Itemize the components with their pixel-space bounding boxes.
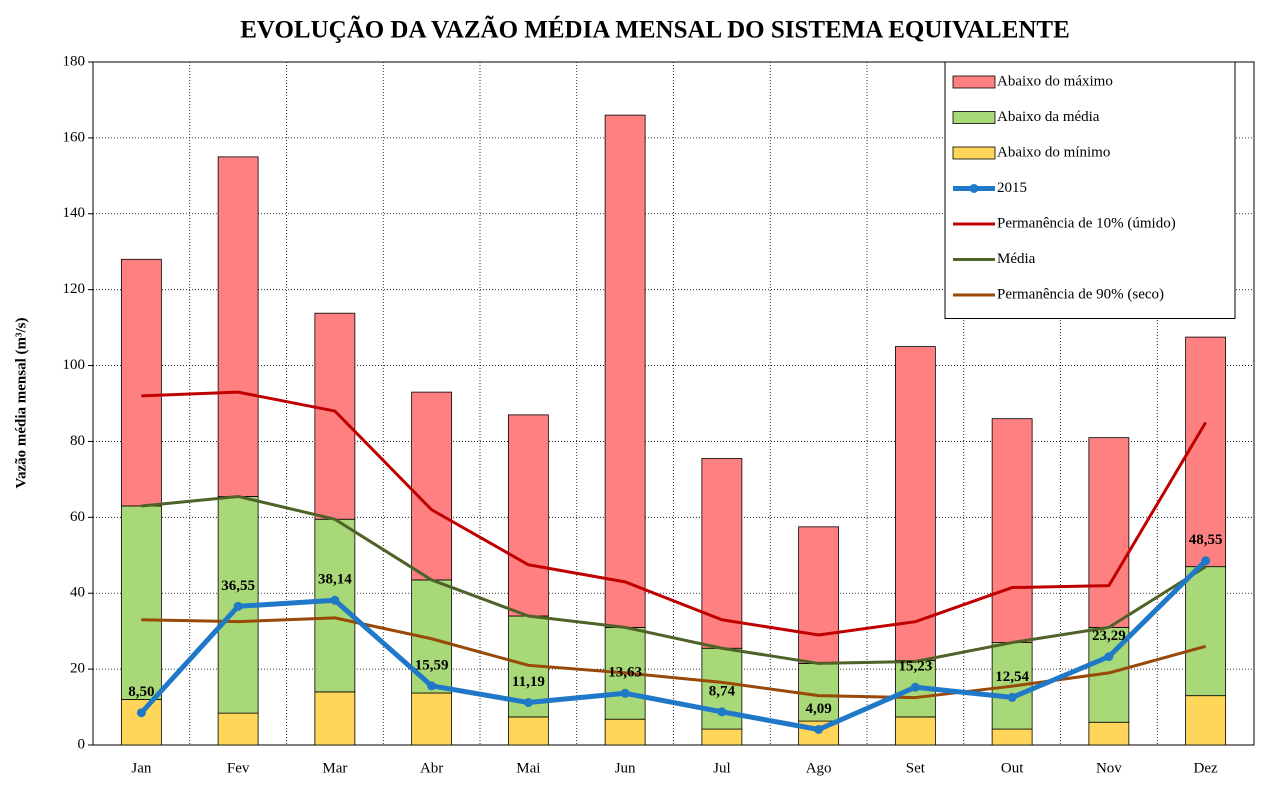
data-label: 15,23: [899, 659, 933, 675]
y-tick-label: 120: [63, 281, 86, 297]
y-tick-label: 20: [70, 661, 85, 677]
bar-segment: [894, 716, 936, 746]
x-tick-label: Jun: [615, 760, 636, 776]
line-marker: [814, 724, 824, 734]
bar-segment: [507, 716, 549, 746]
data-label: 11,19: [512, 674, 545, 690]
data-label: 4,09: [806, 701, 832, 717]
data-label: 38,14: [318, 572, 352, 588]
y-axis-label: Vazão média mensal (m³/s): [13, 317, 29, 488]
chart-title: EVOLUÇÃO DA VAZÃO MÉDIA MENSAL DO SISTEM…: [240, 16, 1070, 44]
legend-label: Permanência de 90% (seco): [997, 286, 1164, 302]
line-marker: [620, 688, 630, 698]
bar-segment: [120, 699, 162, 746]
bar-segment: [798, 526, 840, 664]
legend-label: Abaixo do máximo: [997, 73, 1113, 89]
data-label: 12,54: [995, 669, 1029, 685]
bar-segment: [217, 712, 259, 746]
bar-segment: [604, 718, 646, 746]
line-marker: [523, 698, 533, 708]
line-series: [139, 559, 1208, 732]
y-tick-label: 80: [70, 433, 85, 449]
data-label: 23,29: [1092, 628, 1126, 644]
data-label: 13,63: [608, 665, 642, 681]
data-label: 36,55: [221, 578, 255, 594]
bar-segment: [507, 414, 549, 617]
legend-marker: [969, 184, 979, 193]
bar-segment: [1185, 566, 1227, 697]
y-tick-label: 180: [63, 53, 86, 69]
line-marker: [1007, 692, 1017, 702]
x-tick-label: Out: [1001, 760, 1024, 776]
bar-segment: [411, 391, 453, 581]
x-tick-label: Jan: [131, 760, 151, 776]
legend-label: Abaixo da média: [997, 109, 1100, 125]
x-tick-label: Ago: [806, 760, 832, 776]
line-marker: [910, 682, 920, 692]
legend-swatch: [952, 111, 996, 124]
bar-segment: [701, 458, 743, 649]
data-label: 15,59: [415, 657, 449, 673]
x-tick-label: Mar: [322, 760, 347, 776]
data-label: 8,74: [709, 683, 736, 699]
y-tick-label: 100: [63, 357, 86, 373]
y-tick-label: 0: [78, 736, 86, 752]
x-tick-label: Fev: [227, 760, 250, 776]
line-series: [141, 616, 1207, 700]
y-tick-label: 40: [70, 585, 85, 601]
line-marker: [136, 708, 146, 718]
x-tick-label: Abr: [420, 760, 443, 776]
legend-label: Permanência de 10% (úmido): [997, 215, 1176, 231]
line-marker: [330, 595, 340, 605]
bar-segment: [604, 114, 646, 628]
data-label: 48,55: [1189, 532, 1223, 548]
y-tick-label: 160: [63, 129, 86, 145]
legend-swatch: [952, 146, 996, 160]
data-label: 8,50: [128, 684, 154, 700]
bar-segment: [314, 691, 356, 746]
x-tick-label: Nov: [1096, 760, 1122, 776]
legend-swatch: [952, 75, 996, 89]
bar-segment: [120, 258, 162, 507]
bar-segment: [798, 663, 840, 722]
bar-segment: [120, 505, 162, 700]
plot-border: [92, 61, 1255, 746]
line-marker: [717, 707, 727, 717]
line-series: [141, 390, 1207, 637]
bar-segment: [1088, 437, 1130, 628]
line-marker: [233, 601, 243, 611]
y-tick-label: 60: [70, 509, 85, 525]
bar-segment: [1185, 336, 1227, 568]
legend-label: Média: [997, 251, 1036, 267]
legend-label: Abaixo do mínimo: [997, 144, 1110, 160]
y-tick-label: 140: [63, 205, 86, 221]
line-marker: [1104, 652, 1114, 662]
legend-label: 2015: [997, 180, 1027, 196]
bar-segment: [991, 728, 1033, 746]
bar-segment: [991, 418, 1033, 643]
bar-segment: [894, 346, 936, 661]
x-tick-label: Set: [906, 760, 926, 776]
bar-segment: [217, 156, 259, 497]
bar-segment: [411, 692, 453, 746]
bar-segment: [1088, 721, 1130, 746]
bar-segment: [1185, 695, 1227, 746]
line-marker: [427, 681, 437, 691]
x-tick-label: Mai: [516, 760, 540, 776]
bar-segment: [314, 312, 356, 520]
bar-segment: [314, 518, 356, 693]
line-series: [141, 494, 1207, 665]
bar-segment: [701, 728, 743, 746]
x-tick-label: Dez: [1194, 760, 1218, 776]
x-tick-label: Jul: [713, 760, 731, 776]
line-marker: [1201, 556, 1211, 566]
